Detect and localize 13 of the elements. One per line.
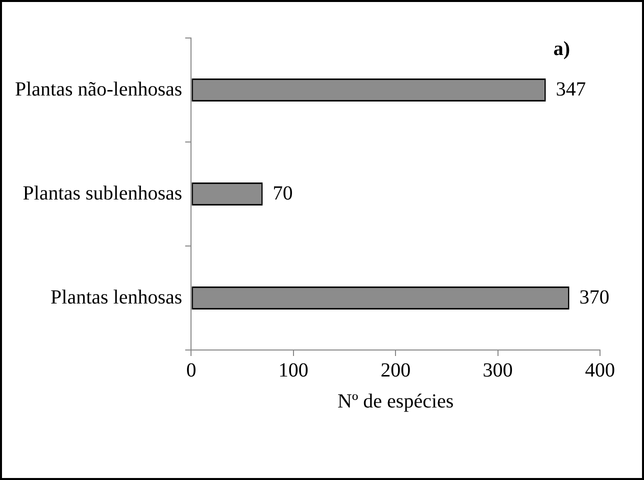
y-tick-label: Plantas lenhosas [50,286,182,308]
x-tick-label: 300 [482,359,513,382]
x-tick-label: 100 [278,359,308,382]
x-tick-label: 0 [186,359,196,382]
y-tick-label: Plantas sublenhosas [22,182,182,204]
y-tick-label: Plantas não-lenhosas [15,78,182,100]
data-label: 70 [272,182,293,204]
data-label: 347 [556,78,586,100]
data-label: 370 [579,286,610,308]
x-tick-label: 200 [380,359,411,382]
annotation: a) [553,38,570,60]
x-tick-label: 400 [585,359,615,382]
x-axis-title: Nº de espécies [338,390,454,412]
